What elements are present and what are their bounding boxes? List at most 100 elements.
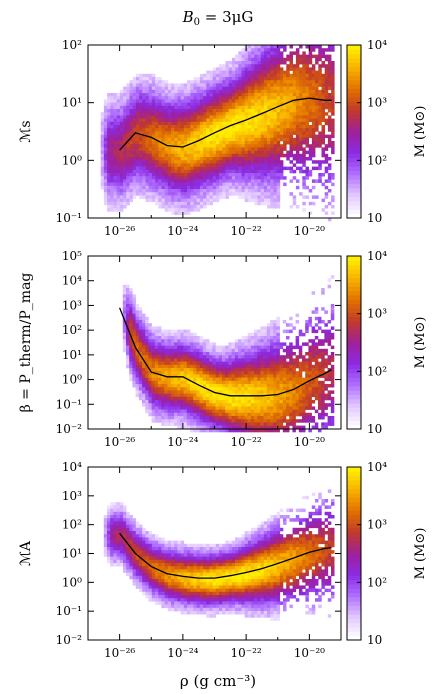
heatmap-cell — [270, 192, 274, 196]
heatmap-cell — [113, 185, 117, 190]
heatmap-cell — [103, 182, 108, 187]
heatmap-cell — [199, 390, 204, 394]
heatmap-cell — [279, 112, 284, 116]
heatmap-cell — [267, 128, 271, 132]
heatmap-cell — [206, 342, 210, 346]
heatmap-cell — [180, 166, 185, 171]
heatmap-cell — [251, 195, 255, 199]
heatmap-cell — [183, 377, 188, 382]
heatmap-cell — [196, 185, 201, 190]
heatmap-cell — [186, 403, 191, 407]
heatmap-cell — [260, 384, 264, 388]
heatmap-cells — [122, 275, 335, 433]
heatmap-cell — [129, 371, 133, 375]
heatmap-cell — [202, 387, 207, 391]
heatmap-cell — [295, 355, 300, 359]
heatmap-cell — [167, 169, 172, 174]
heatmap-cell — [161, 192, 165, 196]
heatmap-cell — [270, 377, 274, 382]
heatmap-cell — [139, 112, 143, 116]
heatmap-cell — [215, 406, 220, 410]
heatmap-cell — [331, 118, 335, 123]
heatmap-cell — [222, 141, 226, 145]
heatmap-cell — [196, 157, 201, 161]
heatmap-cell — [199, 189, 204, 193]
heatmap-cell — [267, 105, 271, 110]
heatmap-cell — [305, 121, 309, 126]
heatmap-cell — [129, 169, 133, 174]
heatmap-cell — [244, 128, 249, 132]
heatmap-cell — [298, 374, 303, 378]
heatmap-cell — [299, 57, 303, 62]
heatmap-cell — [187, 166, 191, 171]
heatmap-cell — [279, 67, 284, 71]
heatmap-cell — [148, 329, 152, 334]
heatmap-cell — [135, 371, 140, 375]
heatmap-cell — [289, 115, 293, 119]
heatmap-cell — [331, 77, 335, 81]
heatmap-cell — [263, 137, 268, 142]
heatmap-cell — [286, 409, 290, 414]
heatmap-cell — [289, 137, 293, 142]
heatmap-cell — [321, 99, 325, 103]
heatmap-cell — [327, 93, 332, 97]
heatmap-cell — [321, 403, 325, 407]
heatmap-cell — [295, 400, 300, 404]
heatmap-cell — [187, 112, 191, 116]
heatmap-cell — [257, 89, 261, 94]
heatmap-cell — [193, 86, 197, 91]
heatmap-cell — [228, 125, 233, 129]
heatmap-cell — [251, 128, 255, 132]
heatmap-cell — [234, 345, 239, 350]
heatmap-cell — [270, 128, 274, 132]
heatmap-cell — [222, 125, 226, 129]
heatmap-cell — [132, 310, 136, 314]
heatmap-cell — [155, 121, 159, 126]
heatmap-cell — [231, 403, 236, 407]
heatmap-cell — [193, 153, 197, 158]
heatmap-cell — [270, 425, 274, 430]
heatmap-cell — [151, 109, 156, 113]
heatmap-cell — [276, 166, 281, 171]
heatmap-cell — [292, 368, 296, 372]
heatmap-cell — [155, 99, 159, 103]
heatmap-cell — [187, 80, 191, 84]
heatmap-cell — [225, 368, 229, 372]
heatmap-cell — [142, 115, 146, 119]
heatmap-cell — [225, 189, 229, 193]
heatmap-cell — [142, 144, 146, 148]
heatmap-cell — [186, 371, 191, 375]
heatmap-cell — [193, 352, 197, 356]
heatmap-cell — [318, 384, 322, 388]
heatmap-cell — [247, 364, 252, 369]
heatmap-cell — [167, 377, 172, 382]
heatmap-cell — [254, 201, 258, 206]
heatmap-cell — [113, 153, 117, 158]
heatmap-cell — [327, 336, 332, 340]
heatmap-cell — [196, 374, 200, 378]
heatmap-cell — [190, 173, 194, 177]
heatmap-cell — [286, 64, 290, 68]
heatmap-cell — [276, 329, 280, 334]
heatmap-cell — [177, 182, 181, 187]
heatmap-cell — [235, 189, 239, 193]
heatmap-cell — [196, 112, 201, 116]
heatmap-cell — [222, 96, 226, 100]
heatmap-cell — [327, 393, 332, 398]
heatmap-cell — [199, 352, 204, 356]
heatmap-cell — [110, 150, 114, 155]
heatmap-cell — [295, 403, 300, 407]
heatmap-cell — [241, 364, 245, 369]
heatmap-cell — [283, 48, 287, 52]
heatmap-cell — [123, 205, 127, 209]
heatmap-cell — [302, 368, 306, 372]
heatmap-cell — [206, 428, 210, 433]
heatmap-cell — [263, 364, 268, 369]
heatmap-cell — [110, 195, 114, 199]
heatmap-cell — [311, 329, 316, 334]
heatmap-cell — [148, 105, 153, 110]
heatmap-cell — [151, 160, 156, 164]
heatmap-cell — [241, 368, 245, 372]
heatmap-cell — [212, 137, 217, 142]
heatmap-cell — [295, 157, 300, 161]
